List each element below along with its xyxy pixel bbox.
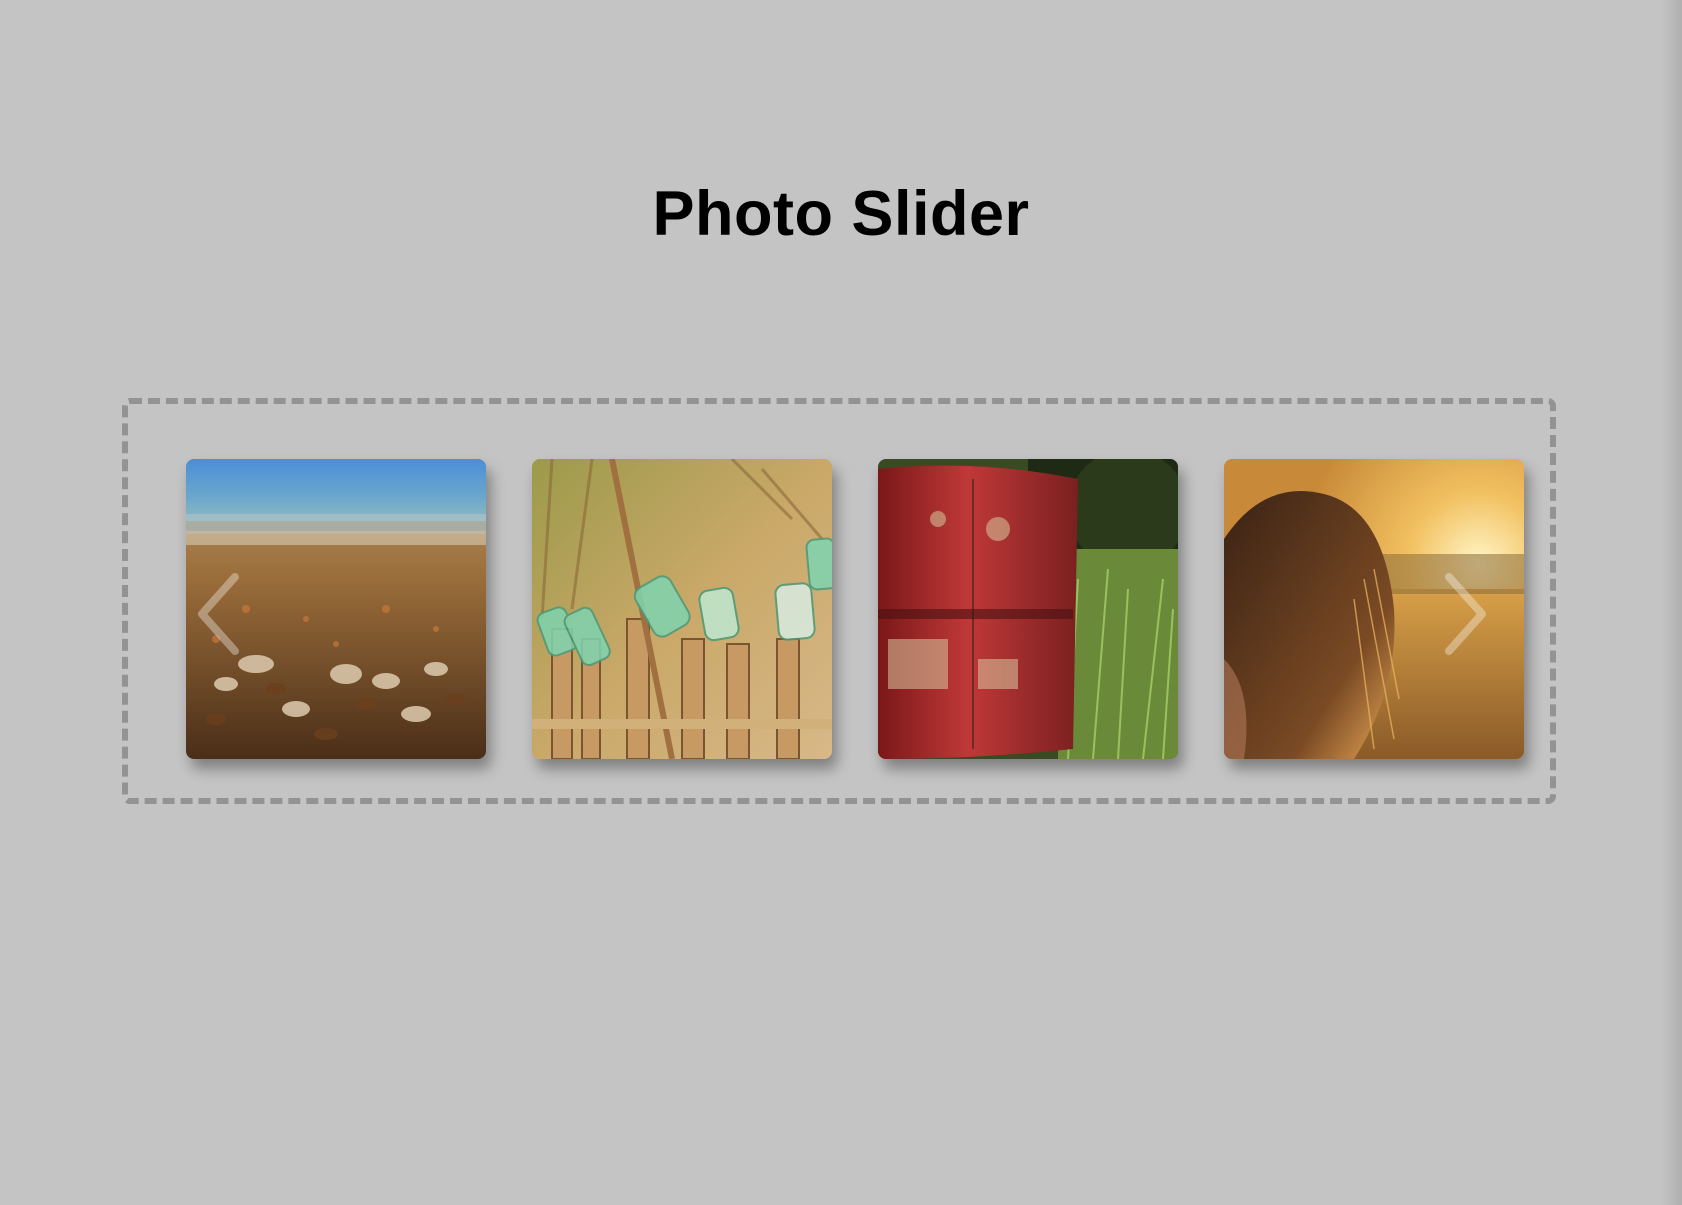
photo-slider (122, 398, 1556, 804)
slide-photo-beach[interactable] (186, 459, 486, 759)
chevron-right-icon (1445, 573, 1486, 655)
slide-photo-barrel[interactable] (878, 459, 1178, 759)
sunset-image (1224, 459, 1524, 759)
beach-image (186, 459, 486, 759)
next-slide-button[interactable] (1434, 569, 1494, 659)
page-title: Photo Slider (652, 179, 1030, 249)
chevron-left-icon (198, 573, 239, 655)
bottles-image (532, 459, 832, 759)
barrel-image (878, 459, 1178, 759)
slide-photo-sunset[interactable] (1224, 459, 1524, 759)
slide-photo-bottles[interactable] (532, 459, 832, 759)
prev-slide-button[interactable] (190, 569, 250, 659)
scroll-edge-shadow (1660, 0, 1682, 1205)
